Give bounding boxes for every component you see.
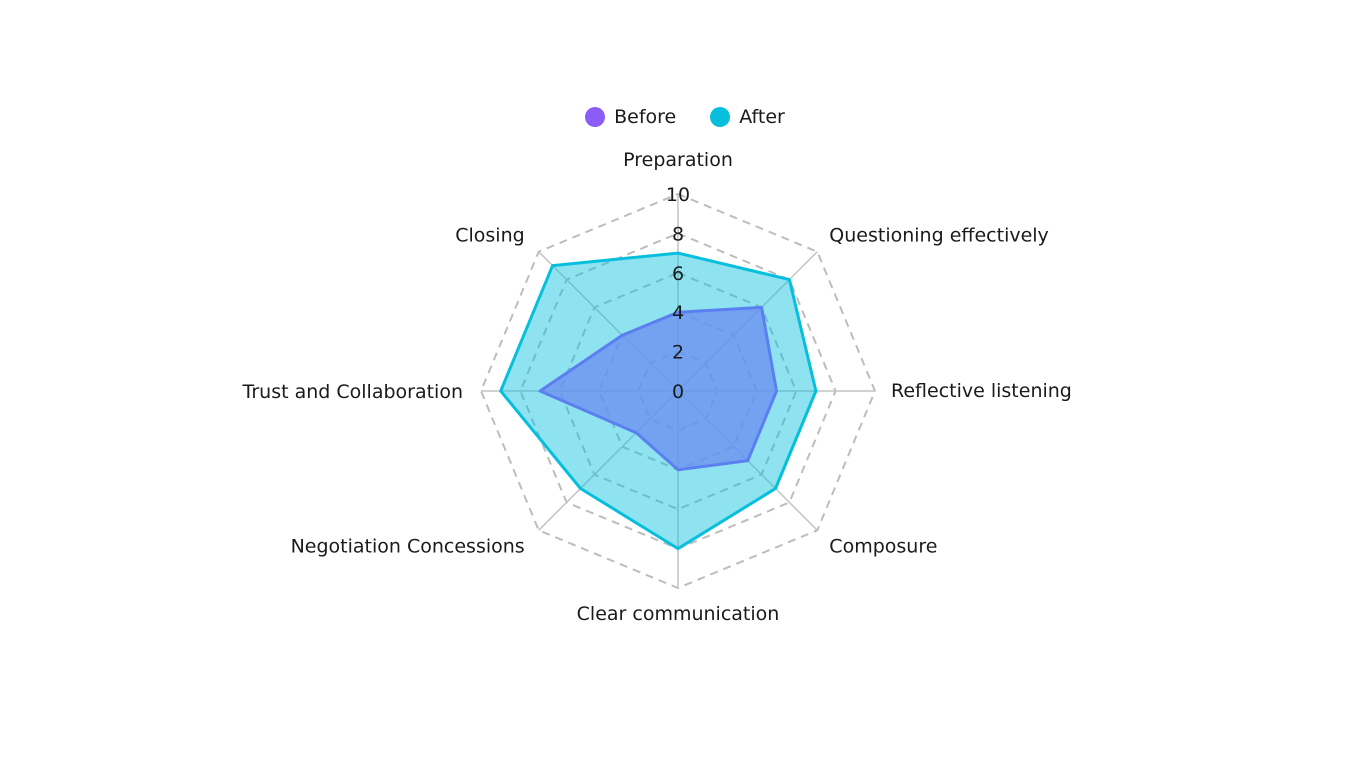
radial-tick-label: 10 [666, 184, 690, 206]
legend-item-before[interactable]: Before [585, 106, 676, 128]
legend-item-after[interactable]: After [710, 106, 785, 128]
radial-tick-label: 6 [672, 263, 684, 285]
axis-label-clear-communication: Clear communication [577, 603, 780, 625]
radial-tick-label: 2 [672, 342, 684, 364]
legend-swatch-after [710, 107, 731, 127]
radial-tick-label: 0 [672, 381, 684, 403]
radial-tick-label: 4 [672, 302, 684, 324]
axis-label-preparation: Preparation [623, 149, 733, 171]
legend-label-before: Before [614, 106, 677, 128]
axis-label-negotiation-concessions: Negotiation Concessions [291, 535, 525, 557]
axis-label-composure: Composure [829, 535, 937, 557]
axis-label-questioning-effectively: Questioning effectively [829, 225, 1049, 247]
legend-label-after: After [739, 106, 785, 128]
axis-label-trust-and-collaboration: Trust and Collaboration [242, 381, 463, 403]
legend-swatch-before [585, 107, 606, 127]
axis-label-closing: Closing [455, 225, 524, 247]
grid-ring-6 [558, 271, 798, 511]
series-area-before [538, 305, 778, 472]
legend: Before After [0, 106, 1370, 128]
axis-label-reflective-listening: Reflective listening [891, 380, 1072, 402]
radial-tick-label: 8 [672, 223, 684, 245]
